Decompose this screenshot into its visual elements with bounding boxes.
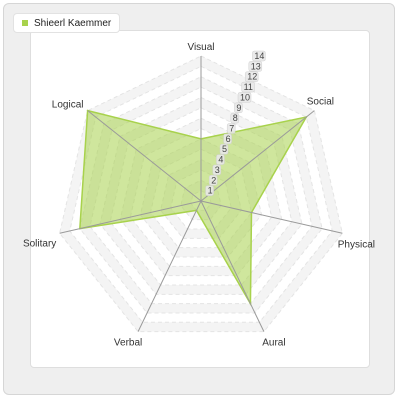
tick-bg-1 xyxy=(205,185,214,196)
axis-line-logical xyxy=(87,110,202,202)
tick-bg-5 xyxy=(219,143,229,155)
axis-line-physical xyxy=(200,200,343,234)
tick-bg-9 xyxy=(234,102,243,114)
axis-line-verbal xyxy=(137,200,202,332)
tick-label-2: 2 xyxy=(211,175,216,185)
tick-bg-3 xyxy=(212,164,222,176)
legend-swatch xyxy=(22,20,28,26)
axis-label-aural: Aural xyxy=(262,338,285,349)
tick-label-3: 3 xyxy=(215,165,220,175)
tick-bg-14 xyxy=(252,50,266,62)
tick-label-11: 11 xyxy=(244,82,253,92)
tick-label-4: 4 xyxy=(218,155,223,165)
tick-label-8: 8 xyxy=(233,113,238,123)
tick-bg-12 xyxy=(244,71,259,82)
tick-label-7: 7 xyxy=(229,124,234,134)
tick-label-14: 14 xyxy=(254,51,264,61)
tick-bg-8 xyxy=(230,112,240,124)
legend-label: Shieerl Kaemmer xyxy=(34,17,112,29)
axis-label-social: Social xyxy=(307,97,334,108)
tick-bg-6 xyxy=(223,133,232,145)
tick-bg-10 xyxy=(237,92,252,103)
series-area-0 xyxy=(79,109,308,307)
axis-line-aural xyxy=(200,200,265,332)
tick-bg-11 xyxy=(241,81,255,93)
legend: Shieerl Kaemmer xyxy=(13,13,121,33)
tick-bg-13 xyxy=(248,61,263,72)
axis-label-visual: Visual xyxy=(187,42,214,53)
axis-line-solitary xyxy=(59,200,202,234)
tick-label-1: 1 xyxy=(208,186,213,196)
tick-label-13: 13 xyxy=(251,61,261,71)
tick-bg-7 xyxy=(226,123,236,134)
tick-label-9: 9 xyxy=(236,103,241,113)
tick-label-12: 12 xyxy=(247,72,257,82)
axis-label-verbal: Verbal xyxy=(114,338,142,349)
axis-label-solitary: Solitary xyxy=(23,238,56,249)
tick-label-10: 10 xyxy=(240,92,250,102)
tick-bg-2 xyxy=(208,175,218,186)
axis-label-logical: Logical xyxy=(52,100,84,111)
axis-line-social xyxy=(200,110,315,202)
tick-label-6: 6 xyxy=(226,134,231,144)
axis-label-physical: Physical xyxy=(338,239,375,250)
tick-bg-4 xyxy=(216,154,225,165)
tick-label-5: 5 xyxy=(222,144,227,154)
